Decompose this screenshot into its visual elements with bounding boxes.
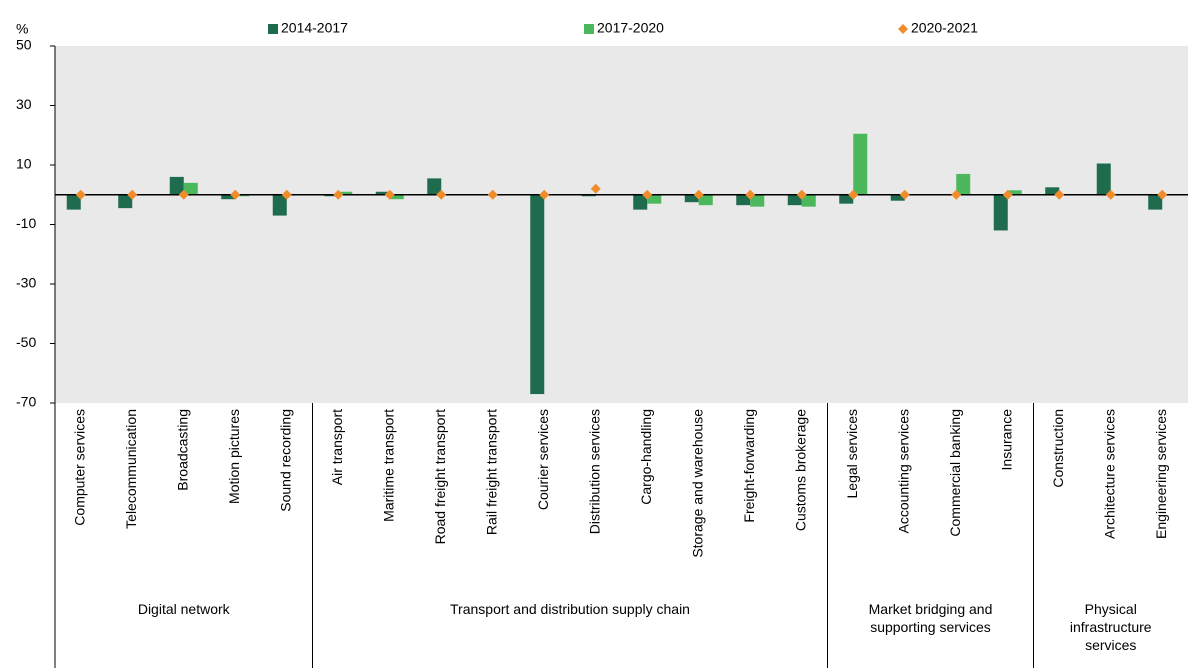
legend-label: 2017-2020 bbox=[597, 20, 664, 36]
x-tick-label: Insurance bbox=[998, 409, 1014, 471]
diamond-marker bbox=[1054, 189, 1065, 200]
bar bbox=[853, 133, 868, 195]
y-tick-label: -30 bbox=[16, 275, 36, 291]
bar bbox=[684, 194, 699, 203]
diamond-marker bbox=[951, 189, 962, 200]
legend-swatch bbox=[898, 24, 908, 34]
bar bbox=[890, 194, 905, 201]
legend-swatch bbox=[268, 24, 278, 34]
x-tick-label: Computer services bbox=[71, 409, 87, 526]
diamond-marker bbox=[539, 189, 550, 200]
x-tick-label: Motion pictures bbox=[226, 409, 242, 504]
diamond-marker bbox=[848, 189, 859, 200]
diamond-marker bbox=[590, 183, 601, 194]
bar bbox=[66, 194, 81, 210]
plot-background bbox=[55, 46, 1188, 403]
diamond-marker bbox=[281, 189, 292, 200]
diamond-marker bbox=[642, 189, 653, 200]
bar bbox=[530, 194, 545, 395]
y-tick-label: -50 bbox=[16, 334, 36, 350]
x-tick-label: Telecommunication bbox=[123, 409, 139, 529]
x-tick-label: Courier services bbox=[535, 409, 551, 510]
diamond-marker bbox=[178, 189, 189, 200]
bar bbox=[698, 194, 713, 206]
x-tick-label: Distribution services bbox=[586, 409, 602, 534]
bar bbox=[787, 194, 802, 206]
group-label: Digital network bbox=[137, 601, 230, 617]
diamond-marker bbox=[487, 189, 498, 200]
bar bbox=[993, 194, 1008, 231]
legend-label: 2020-2021 bbox=[911, 20, 978, 36]
bar bbox=[375, 191, 390, 195]
y-tick-label: -10 bbox=[16, 215, 36, 231]
x-tick-label: Cargo-handling bbox=[638, 409, 654, 505]
bar bbox=[427, 178, 442, 195]
diamond-marker bbox=[1105, 189, 1116, 200]
bar bbox=[338, 191, 353, 195]
diamond-marker bbox=[1157, 189, 1168, 200]
diamond-marker bbox=[1002, 189, 1013, 200]
diamond-marker bbox=[75, 189, 86, 200]
y-tick-label: 10 bbox=[16, 156, 32, 172]
diamond-marker bbox=[436, 189, 447, 200]
diamond-marker bbox=[796, 189, 807, 200]
x-tick-label: Architecture services bbox=[1101, 409, 1117, 539]
bar bbox=[169, 176, 184, 195]
bar bbox=[1096, 163, 1111, 195]
x-tick-label: Commercial banking bbox=[947, 409, 963, 537]
x-tick-label: Rail freight transport bbox=[483, 409, 499, 535]
bar bbox=[118, 194, 133, 209]
bar bbox=[647, 194, 662, 204]
x-tick-label: Maritime transport bbox=[380, 409, 396, 522]
bar bbox=[633, 194, 648, 210]
diamond-marker bbox=[693, 189, 704, 200]
bar bbox=[1148, 194, 1163, 210]
x-tick-label: Accounting services bbox=[895, 409, 911, 534]
x-tick-label: Road freight transport bbox=[432, 409, 448, 545]
bar bbox=[272, 194, 287, 216]
diamond-marker bbox=[899, 189, 910, 200]
group-label: Market bridging and supporting services bbox=[868, 601, 993, 635]
diamond-marker bbox=[127, 189, 138, 200]
x-tick-label: Customs brokerage bbox=[792, 409, 808, 531]
bar bbox=[221, 194, 236, 200]
bar bbox=[839, 194, 854, 204]
bar bbox=[1007, 190, 1022, 195]
legend-swatch bbox=[584, 24, 594, 34]
y-tick-label: 50 bbox=[16, 37, 32, 53]
x-tick-label: Engineering services bbox=[1153, 409, 1169, 539]
diamond-marker bbox=[384, 189, 395, 200]
legend-label: 2014-2017 bbox=[281, 20, 348, 36]
x-tick-label: Freight-forwarding bbox=[741, 409, 757, 523]
bar bbox=[183, 182, 198, 195]
x-tick-label: Construction bbox=[1050, 409, 1066, 488]
bar bbox=[750, 194, 765, 207]
x-tick-label: Broadcasting bbox=[174, 409, 190, 491]
bar bbox=[801, 194, 816, 207]
diamond-marker bbox=[230, 189, 241, 200]
diamond-marker bbox=[745, 189, 756, 200]
y-axis-unit: % bbox=[16, 21, 28, 37]
bar bbox=[389, 194, 404, 200]
bar bbox=[956, 173, 971, 195]
bar bbox=[1045, 187, 1060, 195]
y-tick-label: -70 bbox=[16, 394, 36, 410]
diamond-marker bbox=[333, 189, 344, 200]
x-tick-label: Storage and warehouse bbox=[689, 409, 705, 558]
y-tick-label: 30 bbox=[16, 96, 32, 112]
group-label: Physical infrastructure services bbox=[1069, 601, 1152, 653]
bar bbox=[736, 194, 751, 206]
x-tick-label: Legal services bbox=[844, 409, 860, 499]
group-label: Transport and distribution supply chain bbox=[450, 601, 690, 617]
x-tick-label: Air transport bbox=[329, 409, 345, 485]
x-tick-label: Sound recording bbox=[277, 409, 293, 512]
